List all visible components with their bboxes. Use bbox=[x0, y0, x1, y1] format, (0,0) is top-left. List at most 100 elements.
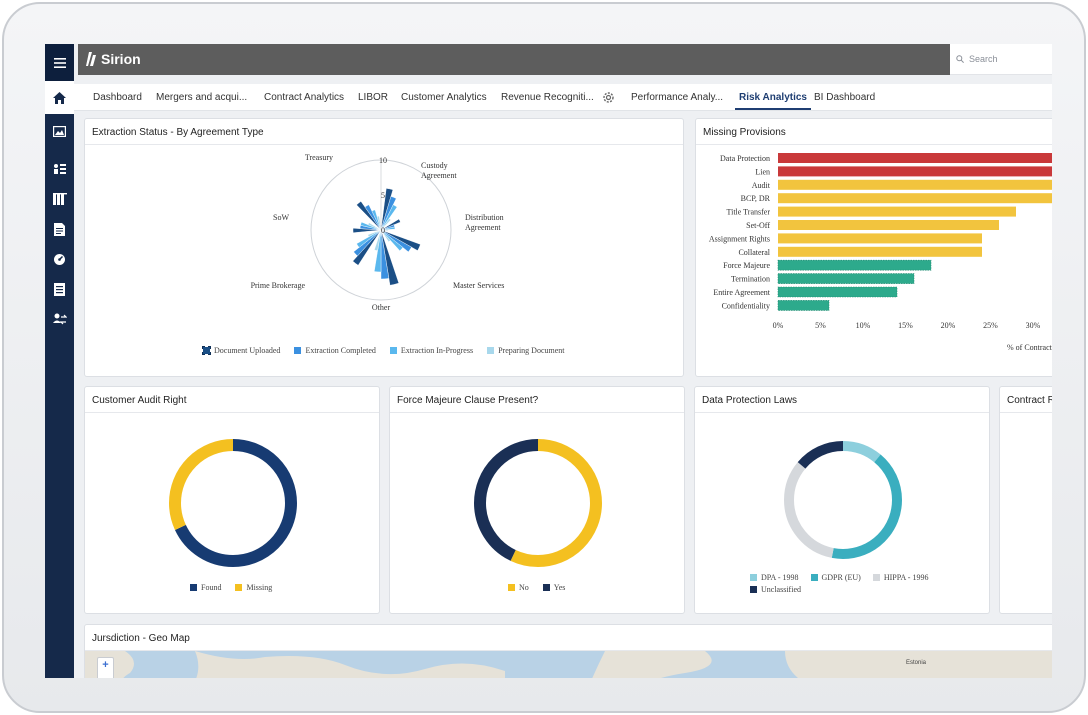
legend-item-hippa-1996: HIPPA - 1996 bbox=[872, 573, 928, 582]
tab-libor[interactable]: LIBOR bbox=[358, 92, 389, 103]
legend-swatch bbox=[750, 586, 757, 593]
polar-wedge-distribution-agreement-document-uploaded[interactable] bbox=[380, 218, 401, 231]
image-chart-icon bbox=[53, 125, 66, 137]
polar-category-label-treasury: Treasury bbox=[305, 153, 333, 162]
books-icon bbox=[52, 193, 67, 205]
tab-mergers-and-acquisitions[interactable]: Mergers and acqui... bbox=[156, 92, 248, 103]
polar-wedge-other-preparing-document[interactable] bbox=[374, 229, 382, 251]
force-legend: No Yes bbox=[508, 583, 565, 592]
bar-assignment-rights[interactable] bbox=[778, 233, 982, 244]
bar-termination[interactable] bbox=[777, 273, 915, 284]
bar-label-collateral: Collateral bbox=[738, 248, 770, 257]
donut-slice-unclassified[interactable] bbox=[784, 441, 902, 559]
tab-settings-gear-icon[interactable] bbox=[602, 91, 615, 104]
polar-wedge-custody-agreement-extraction-in-progress[interactable] bbox=[380, 204, 398, 231]
hamburger-menu-button[interactable] bbox=[45, 44, 74, 81]
bar-label-force-majeure: Force Majeure bbox=[723, 261, 770, 270]
bar-audit[interactable] bbox=[778, 179, 1052, 190]
polar-wedge-prime-brokerage-preparing-document[interactable] bbox=[367, 229, 382, 238]
polar-category-label-distribution-agreement: Distribution bbox=[465, 213, 504, 222]
polar-wedge-sow-preparing-document[interactable] bbox=[367, 222, 382, 231]
legend-swatch bbox=[810, 574, 818, 581]
polar-wedge-custody-agreement-extraction-completed[interactable] bbox=[380, 196, 397, 231]
polar-wedge-distribution-agreement-extraction-in-progress[interactable] bbox=[380, 226, 396, 231]
polar-wedge-treasury-extraction-in-progress[interactable] bbox=[371, 209, 382, 231]
polar-category-label-distribution-agreement: Agreement bbox=[465, 223, 501, 232]
polar-wedge-prime-brokerage-extraction-completed[interactable] bbox=[353, 229, 382, 257]
donut-slice-gdpr-eu[interactable] bbox=[784, 441, 902, 559]
world-map[interactable]: Estonia bbox=[85, 651, 1052, 678]
bar-data-protection[interactable] bbox=[778, 153, 1052, 163]
bar-bcp-dr[interactable] bbox=[778, 193, 1052, 204]
polar-category-label-other: Other bbox=[372, 303, 391, 312]
polar-wedge-treasury-extraction-completed[interactable] bbox=[364, 204, 382, 231]
tab-risk-analytics[interactable]: Risk Analytics bbox=[735, 92, 811, 110]
polar-wedge-master-services-extraction-completed[interactable] bbox=[380, 229, 412, 253]
bar-xtick-5: 5% bbox=[815, 321, 826, 330]
bar-collateral[interactable] bbox=[778, 246, 982, 257]
tab-revenue-recognition[interactable]: Revenue Recogniti... bbox=[501, 92, 594, 103]
tab-performance-analytics[interactable]: Performance Analy... bbox=[631, 92, 724, 103]
polar-wedge-master-services-extraction-in-progress[interactable] bbox=[380, 229, 404, 252]
legend-item-dpa-1998: DPA - 1998 bbox=[750, 573, 799, 582]
polar-category-label-custody-agreement: Custody bbox=[421, 161, 448, 170]
polar-category-label-master-services: Master Services bbox=[453, 281, 504, 290]
bar-xtick-20: 20% bbox=[941, 321, 956, 330]
audit-legend: Found Missing bbox=[190, 583, 272, 592]
donut-slice-yes[interactable] bbox=[474, 439, 602, 567]
polar-wedge-master-services-document-uploaded[interactable] bbox=[380, 229, 421, 251]
polar-wedge-master-services-preparing-document[interactable] bbox=[380, 229, 391, 243]
bar-label-entire-agreement: Entire Agreement bbox=[713, 288, 770, 297]
polar-tick-label: 10 bbox=[379, 156, 387, 165]
polar-category-label-prime-brokerage: Prime Brokerage bbox=[251, 281, 306, 290]
nav-library-button[interactable] bbox=[45, 184, 74, 214]
bar-label-title-transfer: Title Transfer bbox=[727, 208, 771, 217]
bar-title-transfer[interactable] bbox=[778, 206, 1016, 217]
donut-slice-missing[interactable] bbox=[169, 439, 297, 567]
tab-dashboard[interactable]: Dashboard bbox=[93, 92, 142, 103]
legend-item-document-uploaded: Document Uploaded bbox=[202, 346, 280, 355]
sirion-logo-icon bbox=[86, 52, 96, 66]
polar-wedge-custody-agreement-preparing-document[interactable] bbox=[380, 218, 392, 231]
bar-lien[interactable] bbox=[778, 166, 1052, 177]
polar-wedge-prime-brokerage-extraction-in-progress[interactable] bbox=[356, 229, 382, 248]
nav-documents-button[interactable] bbox=[45, 214, 74, 244]
nav-hierarchy-button[interactable] bbox=[45, 154, 74, 184]
legend-swatch bbox=[294, 347, 302, 354]
polar-wedge-sow-document-uploaded[interactable] bbox=[352, 228, 382, 233]
bar-label-bcp-dr: BCP, DR bbox=[741, 194, 771, 203]
bar-force-majeure[interactable] bbox=[777, 259, 932, 271]
zoom-in-button[interactable]: + bbox=[102, 659, 109, 671]
polar-wedge-prime-brokerage-document-uploaded[interactable] bbox=[352, 229, 382, 266]
extraction-status-card: Extraction Status - By Agreement Type 0 5… bbox=[84, 118, 684, 377]
legend-swatch bbox=[872, 574, 880, 581]
user-switch-icon bbox=[52, 313, 67, 324]
geo-map-card: Jursdiction - Geo Map Estonia + bbox=[84, 624, 1052, 678]
polar-wedge-distribution-agreement-preparing-document[interactable] bbox=[380, 229, 389, 231]
tab-bi-dashboard[interactable]: BI Dashboard bbox=[814, 92, 876, 103]
bar-confidentiality[interactable] bbox=[777, 300, 830, 311]
bar-set-off[interactable] bbox=[778, 220, 999, 230]
nav-analytics-button[interactable] bbox=[45, 116, 74, 146]
donut-slice-hippa-1996[interactable] bbox=[784, 441, 902, 559]
nav-performance-button[interactable] bbox=[45, 244, 74, 274]
polar-wedge-other-document-uploaded[interactable] bbox=[380, 229, 400, 286]
nav-reports-button[interactable] bbox=[45, 274, 74, 304]
contract-card-title: Contract R bbox=[1000, 387, 1052, 413]
polar-wedge-treasury-document-uploaded[interactable] bbox=[356, 201, 382, 231]
legend-swatch bbox=[190, 584, 197, 591]
tab-customer-analytics[interactable]: Customer Analytics bbox=[401, 92, 487, 103]
bar-label-set-off: Set-Off bbox=[746, 221, 770, 230]
polar-wedge-treasury-preparing-document[interactable] bbox=[376, 215, 382, 231]
search-box[interactable]: Search bbox=[950, 44, 1052, 75]
bar-entire-agreement[interactable] bbox=[777, 286, 898, 298]
brand-name: Sirion bbox=[101, 51, 141, 67]
polar-wedge-other-extraction-completed[interactable] bbox=[380, 229, 390, 280]
nav-users-button[interactable] bbox=[45, 304, 74, 334]
sirion-logo[interactable]: Sirion bbox=[86, 51, 141, 67]
home-icon bbox=[53, 91, 66, 104]
legend-item-no: No bbox=[508, 583, 529, 592]
nav-home-button[interactable] bbox=[45, 81, 74, 114]
tab-contract-analytics[interactable]: Contract Analytics bbox=[264, 92, 345, 103]
